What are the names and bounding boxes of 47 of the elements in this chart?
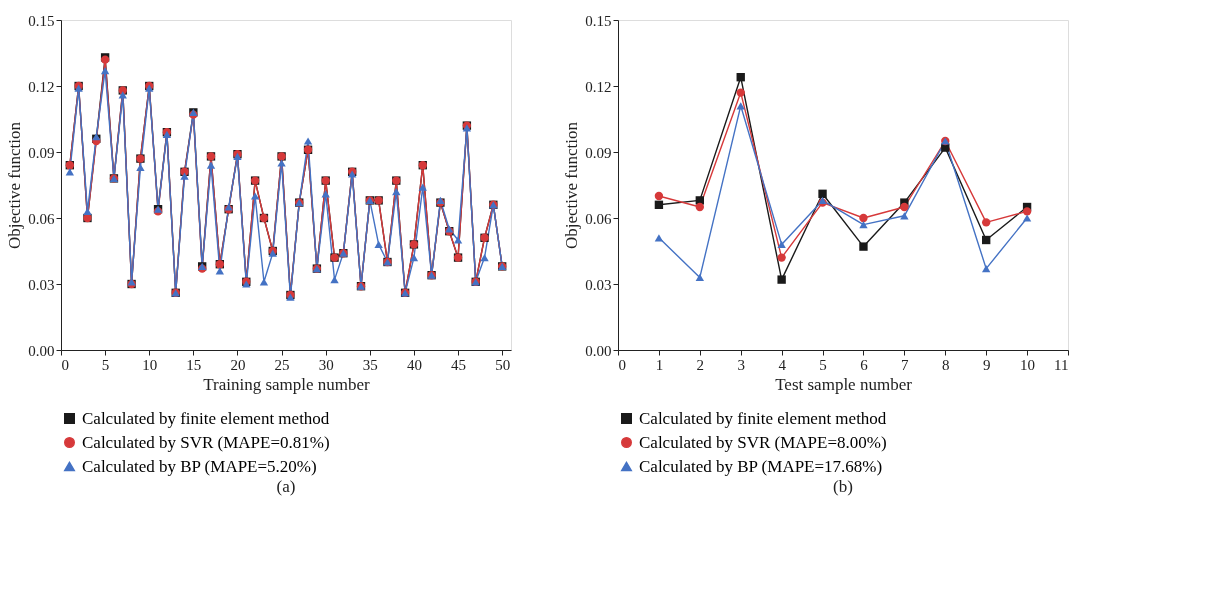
- x-tick-label: 0: [618, 356, 626, 373]
- y-tick-label: 0.03: [585, 276, 612, 293]
- y-tick-label: 0.12: [28, 78, 55, 95]
- x-tick-label: 10: [142, 356, 158, 373]
- y-tick-label: 0.15: [585, 12, 612, 29]
- x-tick-label: 45: [451, 356, 467, 373]
- y-tick-label: 0.09: [28, 144, 55, 161]
- x-tick-label: 0: [61, 356, 69, 373]
- y-tick-label: 0.12: [585, 78, 612, 95]
- x-axis-title: Test sample number: [775, 374, 913, 394]
- y-tick-label: 0.15: [28, 12, 55, 29]
- legend-label: Calculated by BP (MAPE=5.20%): [82, 456, 317, 476]
- x-tick-label: 7: [901, 356, 910, 373]
- x-tick-label: 6: [860, 356, 869, 373]
- y-tick-label: 0.00: [28, 342, 55, 359]
- x-tick-label: 11: [1054, 356, 1069, 373]
- legend-label: Calculated by finite element method: [639, 408, 887, 428]
- y-tick-label: 0.00: [585, 342, 612, 359]
- y-tick-label: 0.06: [28, 210, 55, 227]
- x-tick-label: 4: [778, 356, 787, 373]
- x-tick-label: 5: [101, 356, 110, 373]
- text: (b): [833, 477, 853, 496]
- y-tick-label: 0.06: [585, 210, 612, 227]
- x-tick-label: 5: [819, 356, 827, 373]
- x-axis-title: Training sample number: [203, 374, 371, 394]
- x-tick-label: 8: [942, 356, 950, 373]
- x-tick-label: 2: [696, 356, 705, 373]
- legend-label: Calculated by finite element method: [82, 408, 330, 428]
- y-axis-title: Objective function: [562, 121, 582, 249]
- x-tick-label: 25: [274, 356, 290, 373]
- x-tick-label: 3: [737, 356, 745, 373]
- text: (a): [276, 477, 296, 496]
- x-tick-label: 15: [186, 356, 202, 373]
- x-tick-label: 30: [318, 356, 334, 373]
- legend-label: Calculated by BP (MAPE=17.68%): [639, 456, 883, 476]
- legend-label: Calculated by SVR (MAPE=8.00%): [639, 432, 887, 452]
- x-tick-label: 1: [655, 356, 664, 373]
- y-axis-title: Objective function: [5, 121, 25, 249]
- legend-label: Calculated by SVR (MAPE=0.81%): [82, 432, 330, 452]
- y-tick-label: 0.03: [28, 276, 55, 293]
- x-tick-label: 35: [362, 356, 378, 373]
- x-tick-label: 40: [406, 356, 422, 373]
- x-tick-label: 50: [495, 356, 511, 373]
- y-tick-label: 0.09: [585, 144, 612, 161]
- x-tick-label: 20: [230, 356, 246, 373]
- x-tick-label: 9: [982, 356, 991, 373]
- x-tick-label: 10: [1020, 356, 1036, 373]
